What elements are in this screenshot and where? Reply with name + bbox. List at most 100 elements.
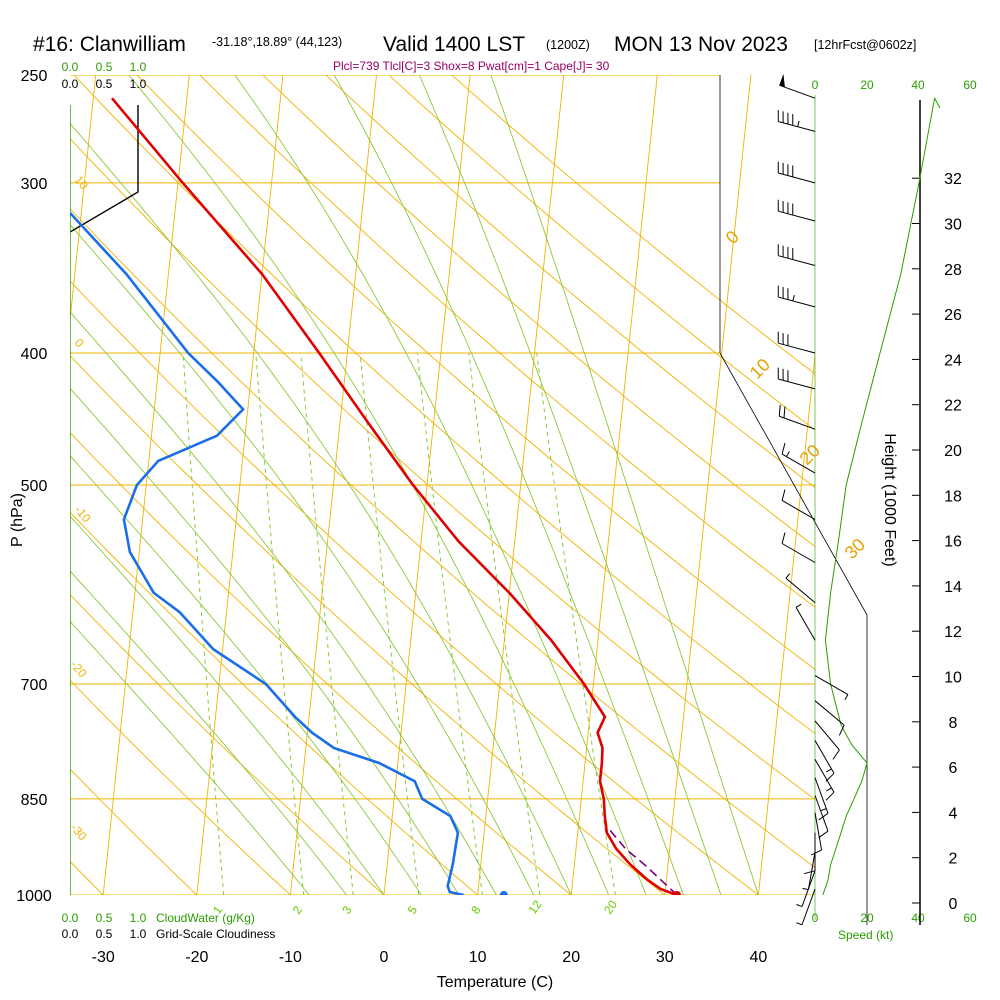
isotherm-line bbox=[196, 75, 284, 895]
isotherm-label: 10 bbox=[746, 355, 774, 383]
wind-barb-feather bbox=[781, 442, 786, 455]
dry-adiabat bbox=[70, 679, 292, 895]
wind-barb bbox=[803, 832, 816, 875]
dewpoint-trace bbox=[70, 210, 464, 895]
wind-speed-tick-top: 40 bbox=[911, 78, 925, 92]
wind-barb-staff bbox=[807, 851, 816, 890]
temperature-tick-label: -10 bbox=[279, 949, 302, 966]
wind-barb bbox=[781, 489, 816, 520]
wind-speed-trace bbox=[822, 96, 941, 896]
wind-barb-half-feather bbox=[792, 295, 795, 302]
temperature-tick-label: 20 bbox=[562, 949, 580, 966]
height-tick-label: 0 bbox=[949, 896, 958, 913]
moist-adiabat bbox=[70, 454, 422, 895]
wind-barb-staff bbox=[785, 577, 816, 604]
wind-barb-staff bbox=[778, 210, 816, 222]
wind-barb bbox=[796, 870, 816, 908]
cloud-water-tick-top: 0.5 bbox=[96, 60, 113, 74]
wind-barb-half-feather bbox=[796, 904, 803, 908]
isotherm-line bbox=[70, 75, 97, 325]
dry-adiabat bbox=[70, 208, 815, 869]
height-tick-label: 8 bbox=[949, 715, 958, 732]
wind-barb-staff bbox=[801, 870, 816, 907]
height-tick-label: 12 bbox=[944, 624, 962, 641]
wind-barb bbox=[796, 888, 816, 926]
height-tick-label: 14 bbox=[944, 579, 962, 596]
dry-adiabat-label: 10 bbox=[72, 173, 92, 192]
isotherm-line bbox=[477, 75, 565, 895]
temperature-tick-label: 0 bbox=[380, 949, 389, 966]
moist-adiabat bbox=[490, 75, 759, 895]
wind-barb bbox=[781, 442, 816, 474]
pressure-tick-label: 850 bbox=[21, 792, 48, 809]
wind-speed-tick-bottom: 60 bbox=[963, 911, 977, 925]
mixing-ratio-line bbox=[182, 352, 225, 895]
wind-barb-half-feather bbox=[844, 694, 849, 700]
height-tick-label: 18 bbox=[944, 488, 962, 505]
cloudiness-tick-bottom: 0.0 bbox=[62, 927, 79, 941]
isotherm-line bbox=[0, 75, 2, 895]
cloudiness-tick-top: 1.0 bbox=[130, 77, 147, 91]
wind-barb-staff bbox=[778, 172, 816, 184]
isotherm-line bbox=[289, 75, 377, 895]
moist-adiabat bbox=[418, 75, 722, 895]
height-tick-label: 30 bbox=[944, 217, 962, 234]
wind-barb bbox=[778, 404, 816, 430]
wind-barb-feather bbox=[811, 849, 822, 856]
wind-barb-staff bbox=[778, 121, 816, 132]
dry-adiabat bbox=[70, 511, 479, 895]
pressure-tick-label: 300 bbox=[21, 176, 48, 193]
dry-adiabat bbox=[388, 75, 815, 431]
wind-barb bbox=[795, 603, 816, 641]
wind-barb bbox=[814, 675, 849, 700]
cloudiness-trace bbox=[70, 105, 139, 233]
mixing-ratio-line bbox=[468, 352, 541, 895]
wind-barb-feather bbox=[783, 406, 786, 418]
y-axis-label: P (hPa) bbox=[9, 493, 26, 547]
moist-adiabat bbox=[70, 122, 572, 895]
wind-barb-half-feather bbox=[785, 573, 791, 579]
wind-barb-feather bbox=[781, 489, 786, 501]
temperature-tick-label: 40 bbox=[750, 949, 768, 966]
wind-barb bbox=[814, 777, 829, 821]
moist-adiabat bbox=[70, 223, 535, 895]
wind-barb-staff bbox=[779, 415, 816, 430]
station-location: -31.18°,18.89° (44,123) bbox=[212, 35, 342, 49]
wind-barb-staff bbox=[801, 888, 816, 925]
pressure-tick-label: 1000 bbox=[16, 888, 52, 905]
wind-barb-half-feather bbox=[820, 808, 827, 812]
wind-barb-half-feather bbox=[785, 451, 790, 457]
height-axis-label: Height (1000 Feet) bbox=[881, 433, 898, 566]
wind-speed-tick-top: 20 bbox=[860, 78, 874, 92]
moist-adiabat bbox=[70, 515, 385, 895]
wind-barb bbox=[802, 851, 816, 890]
wind-barb-staff bbox=[778, 255, 816, 266]
mixing-ratio-label: 2 bbox=[290, 903, 305, 917]
wind-barb bbox=[779, 73, 816, 99]
wind-barb-staff bbox=[779, 84, 816, 99]
isotherm-line bbox=[102, 75, 190, 895]
wind-barb-half-feather bbox=[797, 120, 800, 127]
wind-barb-half-feather bbox=[826, 768, 832, 773]
wind-barb-feather bbox=[838, 724, 845, 736]
plot-area bbox=[0, 75, 815, 895]
wind-barb-staff bbox=[778, 378, 816, 390]
moist-adiabat bbox=[333, 75, 684, 895]
isotherm-label: 0 bbox=[722, 227, 743, 248]
dry-adiabat bbox=[70, 431, 572, 895]
forecast-run: [12hrFcst@0602z] bbox=[814, 38, 916, 52]
mixing-ratio-label: 5 bbox=[405, 903, 420, 917]
dry-adiabat bbox=[70, 354, 666, 895]
surface-temperature-marker bbox=[672, 891, 681, 895]
cloud-water-tick-bottom: 1.0 bbox=[130, 911, 147, 925]
dry-adiabat bbox=[199, 75, 815, 608]
wind-barb-staff bbox=[795, 607, 816, 641]
wind-barb bbox=[777, 367, 816, 390]
wind-barb-half-feather bbox=[795, 603, 802, 608]
height-tick-label: 2 bbox=[949, 851, 958, 868]
isotherm-label: 30 bbox=[841, 535, 869, 563]
height-tick-label: 16 bbox=[944, 534, 962, 551]
wind-barb bbox=[814, 720, 840, 760]
moist-adiabat bbox=[70, 387, 460, 895]
